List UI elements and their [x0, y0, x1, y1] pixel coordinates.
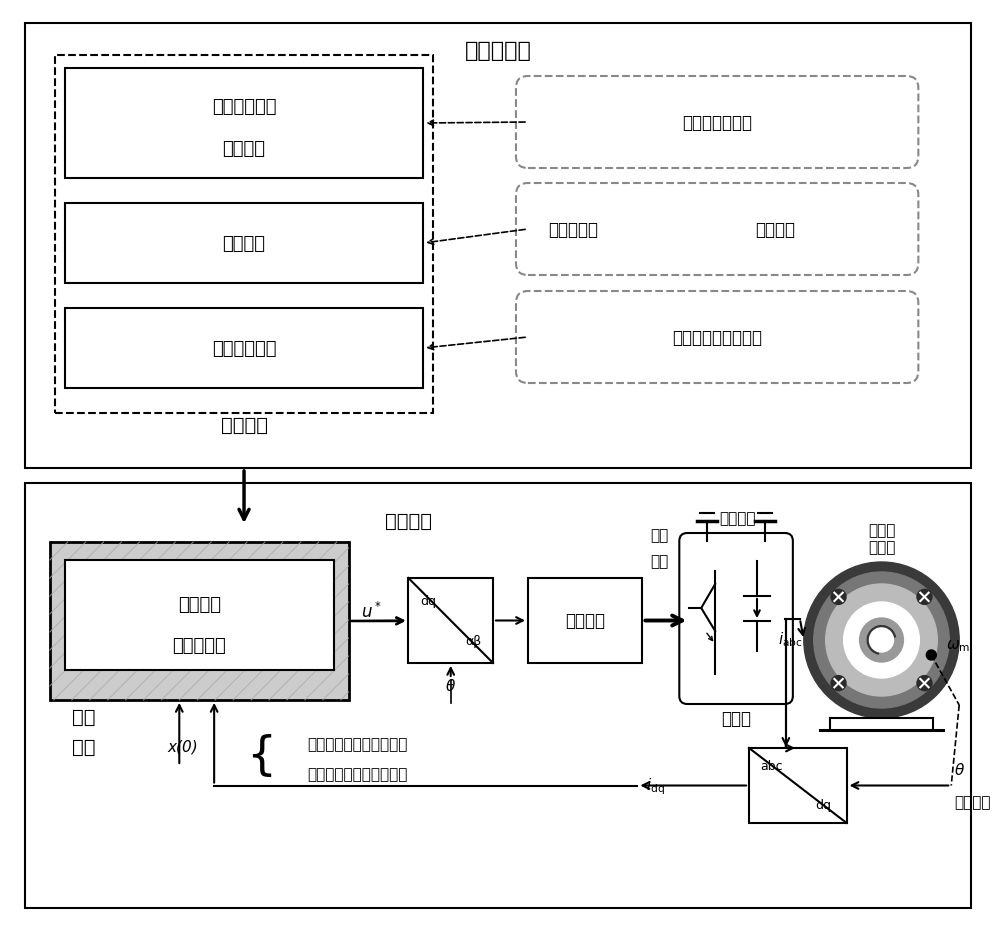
Text: 信号: 信号	[650, 554, 669, 569]
Text: θ: θ	[954, 762, 964, 777]
Text: $\omega_{\mathrm{m}}$: $\omega_{\mathrm{m}}$	[946, 638, 971, 653]
Circle shape	[917, 589, 932, 605]
Text: $u^*$: $u^*$	[361, 601, 382, 622]
FancyBboxPatch shape	[408, 578, 493, 664]
Text: dq: dq	[816, 799, 832, 812]
Text: 测量角度: 测量角度	[954, 794, 991, 809]
Circle shape	[860, 618, 903, 663]
Circle shape	[844, 602, 919, 678]
Circle shape	[831, 589, 846, 605]
FancyBboxPatch shape	[679, 534, 793, 704]
Text: abc: abc	[761, 760, 783, 773]
Text: 查表: 查表	[72, 737, 95, 755]
Text: 权重系数: 权重系数	[755, 221, 795, 238]
Text: $i_{\mathrm{dq}}$: $i_{\mathrm{dq}}$	[646, 776, 665, 796]
Text: 预测模型: 预测模型	[223, 140, 266, 158]
FancyBboxPatch shape	[65, 309, 423, 389]
Text: 离散化、线性化: 离散化、线性化	[682, 114, 752, 132]
Text: 开关: 开关	[650, 528, 669, 543]
Circle shape	[804, 562, 959, 718]
Text: 价值函数: 价值函数	[223, 235, 266, 252]
Circle shape	[917, 676, 932, 690]
Text: 线上: 线上	[72, 707, 95, 726]
Circle shape	[926, 651, 936, 661]
Circle shape	[826, 585, 937, 696]
FancyBboxPatch shape	[516, 291, 918, 383]
FancyBboxPatch shape	[25, 483, 971, 908]
Text: $i_{\mathrm{abc}}$: $i_{\mathrm{abc}}$	[778, 629, 803, 648]
Text: 线性约束方程: 线性约束方程	[212, 340, 276, 357]
FancyBboxPatch shape	[25, 24, 971, 469]
Text: αβ: αβ	[465, 635, 481, 648]
FancyBboxPatch shape	[65, 204, 423, 284]
Text: 载转矩、给定转速等信息: 载转矩、给定转速等信息	[307, 767, 407, 781]
FancyBboxPatch shape	[528, 578, 642, 664]
Text: 步电机: 步电机	[868, 540, 895, 555]
FancyBboxPatch shape	[65, 69, 423, 179]
Text: 控制目标、: 控制目标、	[548, 221, 598, 238]
Text: {: {	[246, 734, 276, 779]
Text: dq: dq	[420, 595, 436, 608]
Text: x(0): x(0)	[167, 739, 198, 754]
Text: 测量转速、电流、观测负: 测量转速、电流、观测负	[307, 737, 407, 752]
FancyBboxPatch shape	[50, 542, 349, 701]
FancyBboxPatch shape	[749, 748, 847, 823]
Text: 最优控制律: 最优控制律	[172, 637, 226, 654]
Text: 调制算法: 调制算法	[565, 612, 605, 630]
Text: 实时控制: 实时控制	[385, 511, 432, 530]
Circle shape	[814, 573, 949, 708]
FancyBboxPatch shape	[55, 56, 433, 414]
Text: 电流约束、电压约束: 电流约束、电压约束	[672, 329, 762, 347]
Text: 永磁同: 永磁同	[868, 523, 895, 538]
FancyBboxPatch shape	[516, 184, 918, 276]
Text: 线下计算: 线下计算	[221, 415, 268, 434]
Circle shape	[870, 628, 893, 652]
Text: 控制器构造: 控制器构造	[465, 41, 531, 61]
Text: 临界域及: 临界域及	[178, 596, 221, 613]
Text: 永磁同步电机: 永磁同步电机	[212, 97, 276, 116]
Text: θ: θ	[446, 678, 455, 694]
Text: 直流母线: 直流母线	[719, 511, 755, 526]
Text: 逆变器: 逆变器	[721, 709, 751, 728]
Circle shape	[831, 676, 846, 690]
FancyBboxPatch shape	[65, 561, 334, 670]
FancyBboxPatch shape	[516, 77, 918, 169]
